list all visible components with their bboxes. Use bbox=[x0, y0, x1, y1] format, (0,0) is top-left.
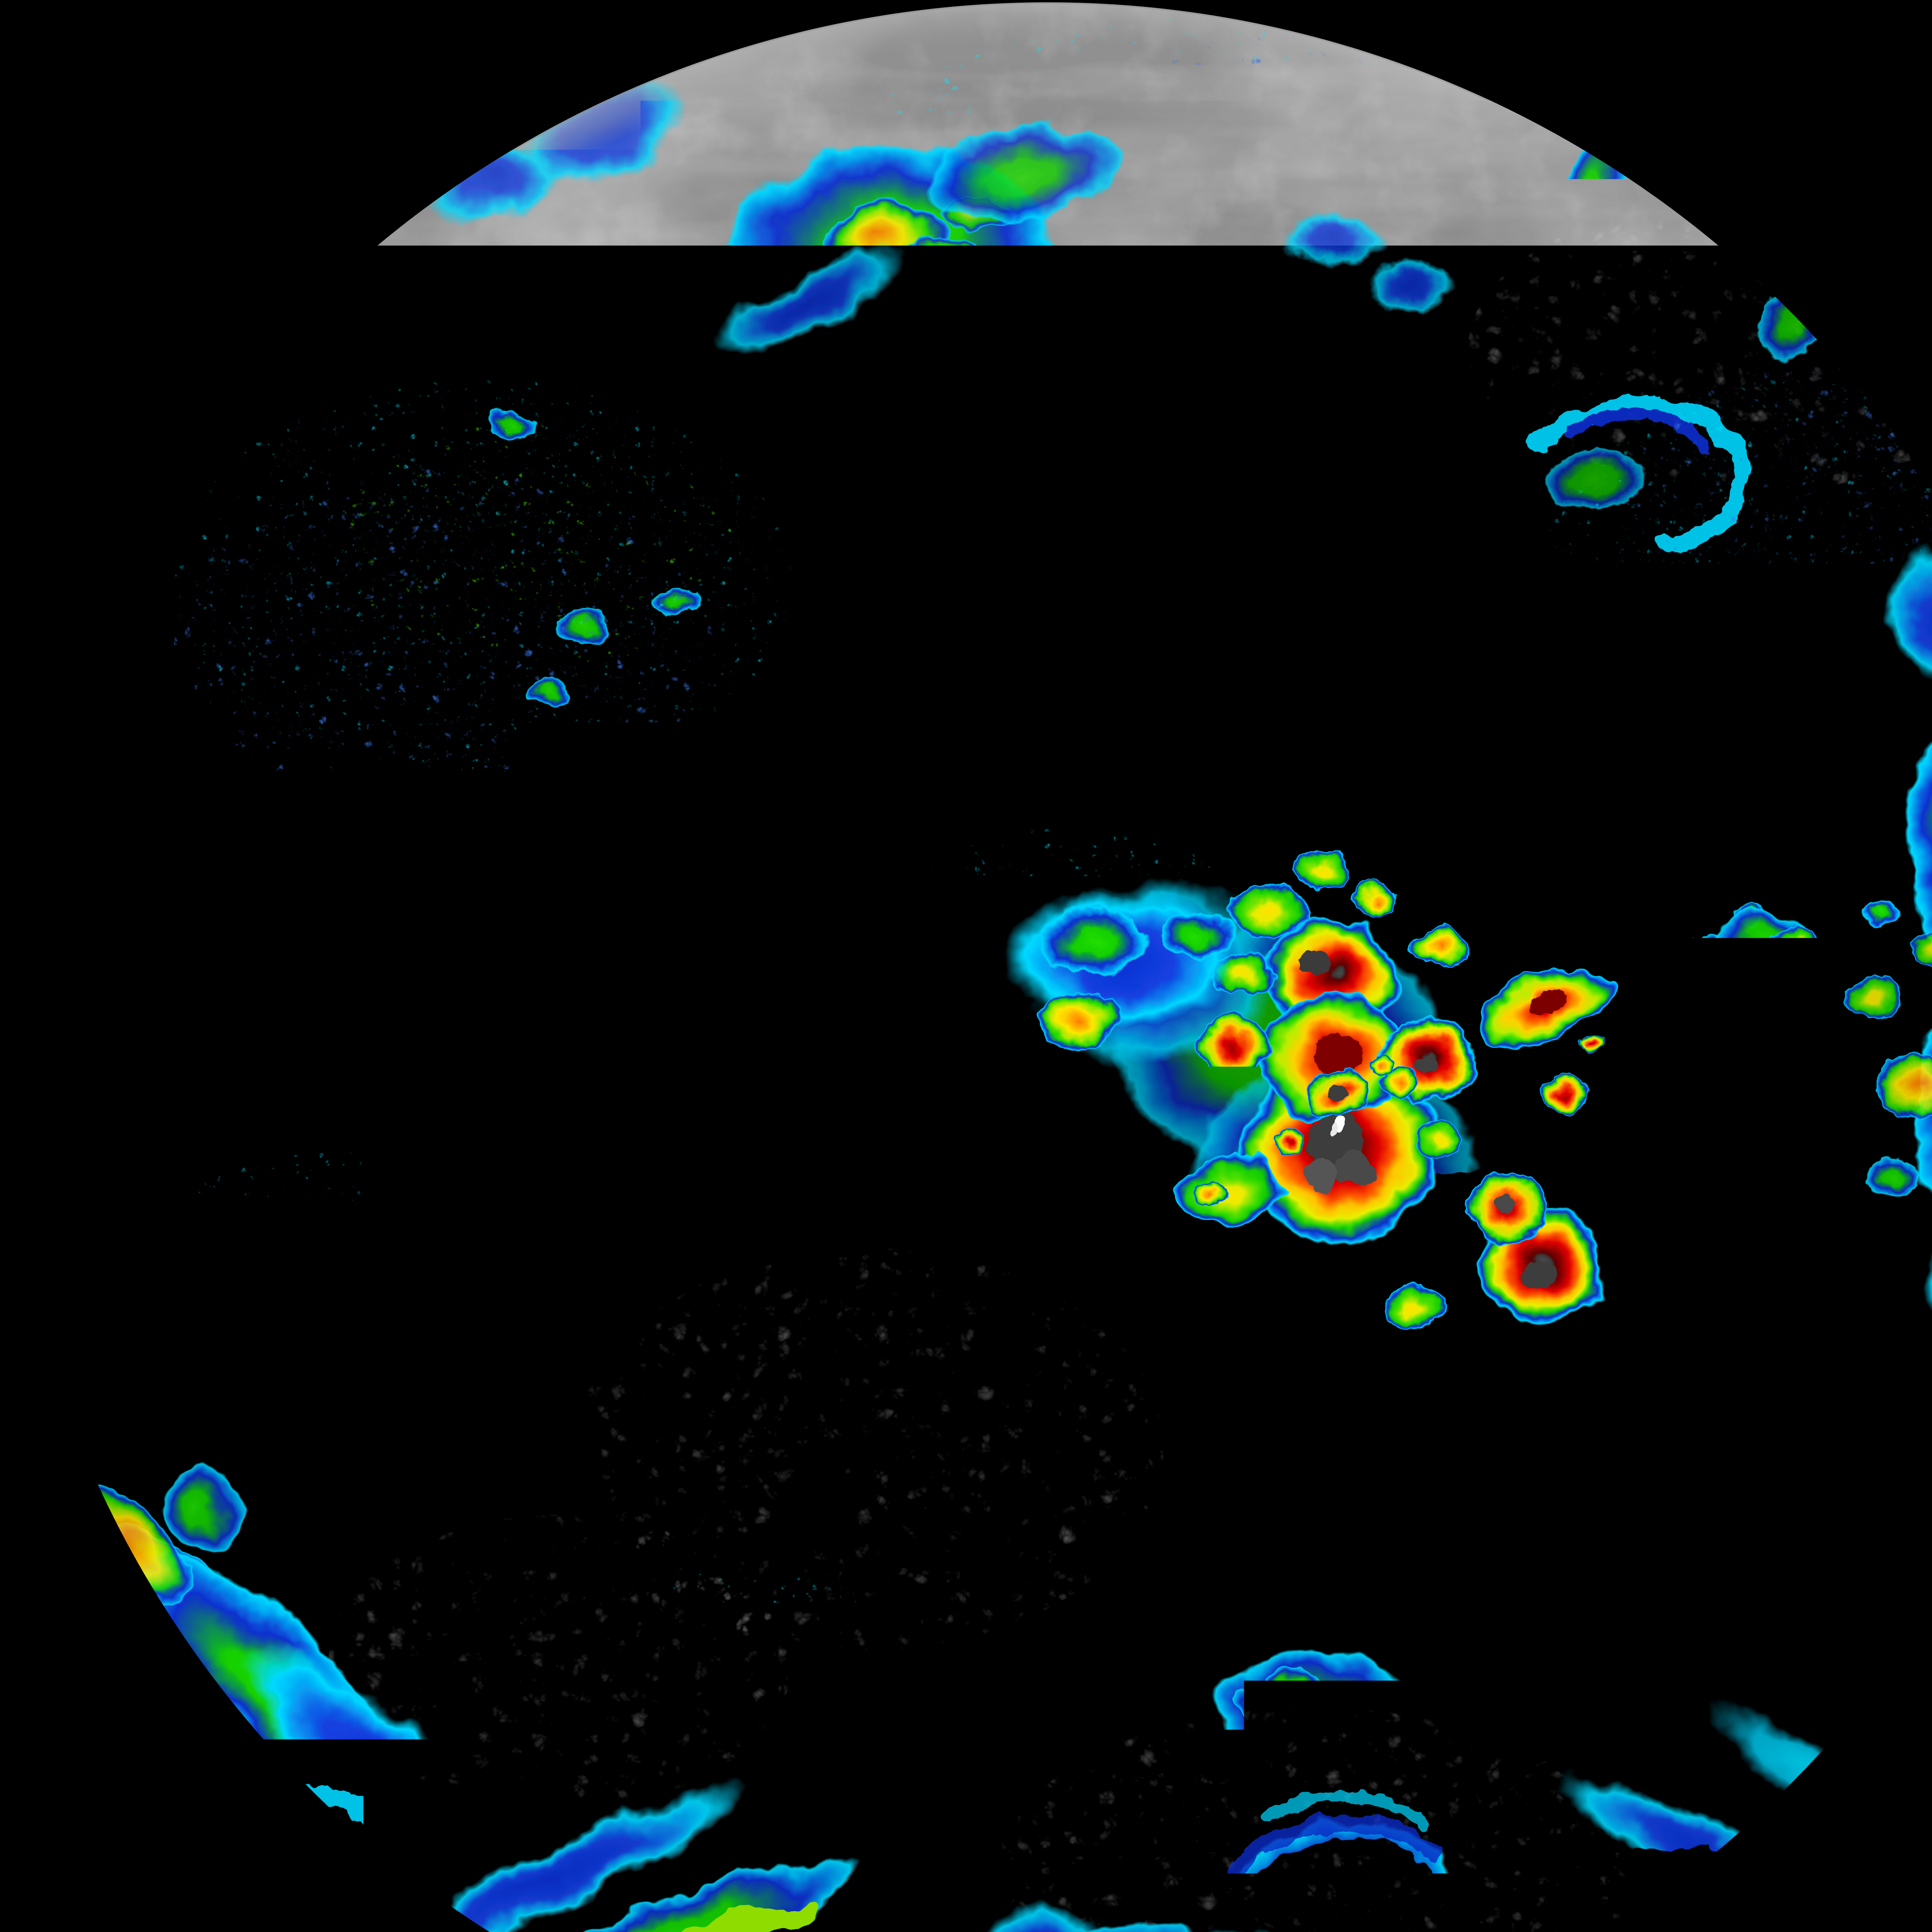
full-disk-satellite-svg bbox=[0, 0, 1932, 1932]
earth-disk-container bbox=[0, 0, 1932, 1932]
satellite-image-canvas: Full Disk Infrared Satellite Image IR ra… bbox=[0, 0, 1932, 1932]
